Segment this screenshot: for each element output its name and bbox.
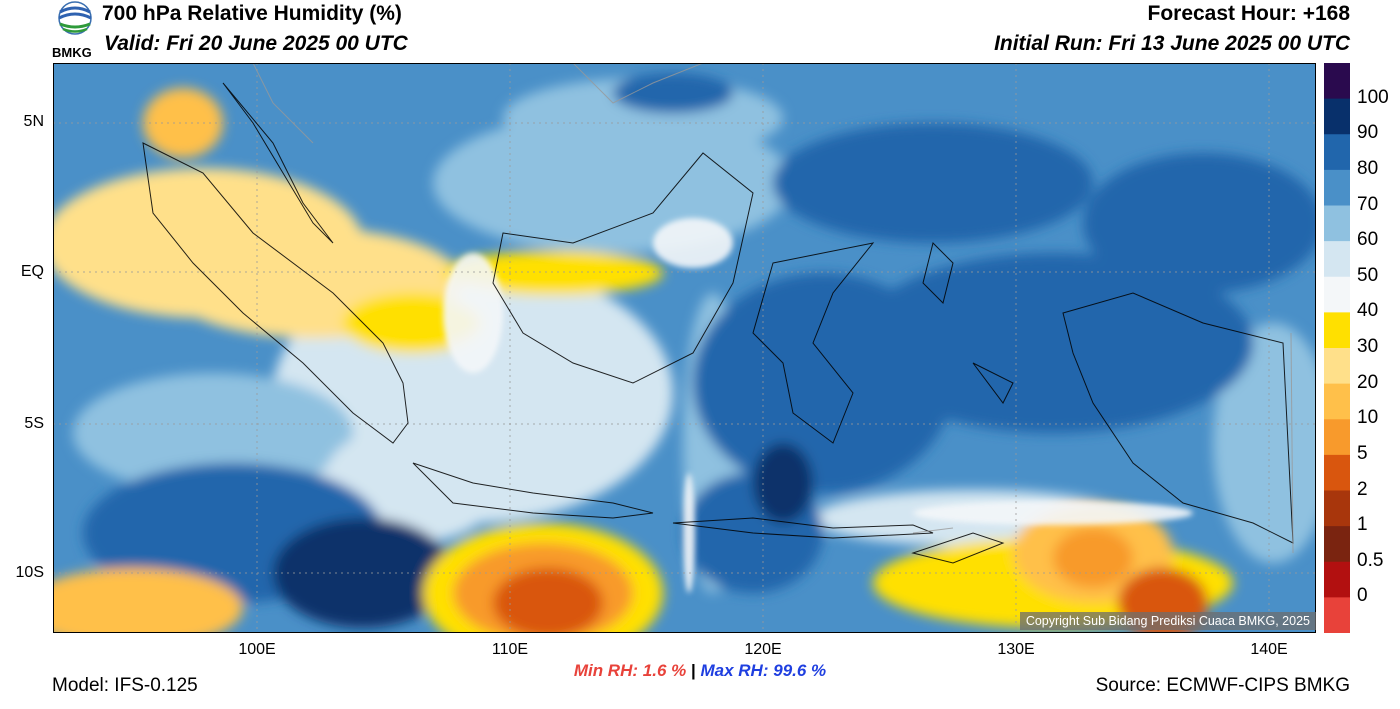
max-rh-label: Max RH:: [700, 661, 769, 680]
colorbar-label: 10: [1357, 407, 1379, 429]
colorbar-swatch: [1324, 561, 1350, 598]
colorbar-label: 1: [1357, 514, 1368, 536]
stats-separator: |: [690, 661, 696, 680]
humidity-map: [53, 63, 1316, 633]
colorbar-label: 5: [1357, 442, 1368, 464]
colorbar-swatch: [1324, 348, 1350, 385]
max-rh-value: 99.6 %: [773, 661, 827, 680]
bmkg-logo: [50, 0, 100, 62]
lon-label-100e: 100E: [238, 641, 276, 658]
map-frame: [53, 63, 1316, 633]
lat-label-5n: 5N: [23, 113, 44, 130]
colorbar-swatch: [1324, 597, 1350, 634]
colorbar-label: 80: [1357, 157, 1379, 179]
lon-label-130e: 130E: [997, 641, 1035, 658]
colorbar-label: 2: [1357, 478, 1368, 500]
colorbar-label: 50: [1357, 264, 1379, 286]
colorbar-label: 60: [1357, 229, 1379, 251]
colorbar-swatch: [1324, 419, 1350, 456]
colorbar-swatch: [1324, 63, 1350, 100]
colorbar-swatch: [1324, 454, 1350, 491]
colorbar-label: 0.5: [1357, 549, 1384, 571]
logo-text: BMKG: [52, 45, 92, 60]
initial-run: Initial Run: Fri 13 June 2025 00 UTC: [994, 32, 1350, 55]
colorbar-swatch: [1324, 276, 1350, 313]
lat-label-eq: EQ: [20, 263, 44, 280]
colorbar-swatch: [1324, 241, 1350, 278]
colorbar-label: 100: [1357, 86, 1389, 108]
lon-label-110e: 110E: [491, 641, 529, 658]
colorbar-label: 40: [1357, 300, 1379, 322]
colorbar-swatch: [1324, 383, 1350, 420]
colorbar-label: 90: [1357, 122, 1379, 144]
colorbar-swatch: [1324, 490, 1350, 527]
colorbar-swatch: [1324, 312, 1350, 349]
colorbar: [1324, 63, 1350, 634]
lat-label-10s: 10S: [15, 564, 44, 581]
colorbar-swatch: [1324, 205, 1350, 242]
colorbar-swatch: [1324, 169, 1350, 206]
lon-label-140e: 140E: [1250, 641, 1288, 658]
source-info: Source: ECMWF-CIPS BMKG: [1095, 675, 1350, 696]
model-info: Model: IFS-0.125: [52, 675, 198, 696]
lat-label-5s: 5S: [24, 415, 44, 432]
colorbar-label: 20: [1357, 371, 1379, 393]
colorbar-swatches: [1324, 63, 1350, 634]
colorbar-label: 0: [1357, 585, 1368, 607]
valid-time: Valid: Fri 20 June 2025 00 UTC: [104, 32, 408, 55]
min-rh-label: Min RH:: [573, 661, 639, 680]
lon-label-120e: 120E: [744, 641, 782, 658]
colorbar-swatch: [1324, 134, 1350, 171]
colorbar-swatch: [1324, 98, 1350, 135]
colorbar-swatch: [1324, 526, 1350, 563]
colorbar-label: 30: [1357, 336, 1379, 357]
copyright-notice: Copyright Sub Bidang Prediksi Cuaca BMKG…: [1019, 612, 1316, 630]
colorbar-label: 70: [1357, 193, 1379, 215]
map-title: 700 hPa Relative Humidity (%): [102, 2, 402, 25]
rh-stats: Min RH: 1.6 % | Max RH: 99.6 %: [0, 661, 1400, 681]
min-rh-value: 1.6 %: [642, 661, 687, 680]
forecast-hour: Forecast Hour: +168: [1147, 2, 1351, 25]
